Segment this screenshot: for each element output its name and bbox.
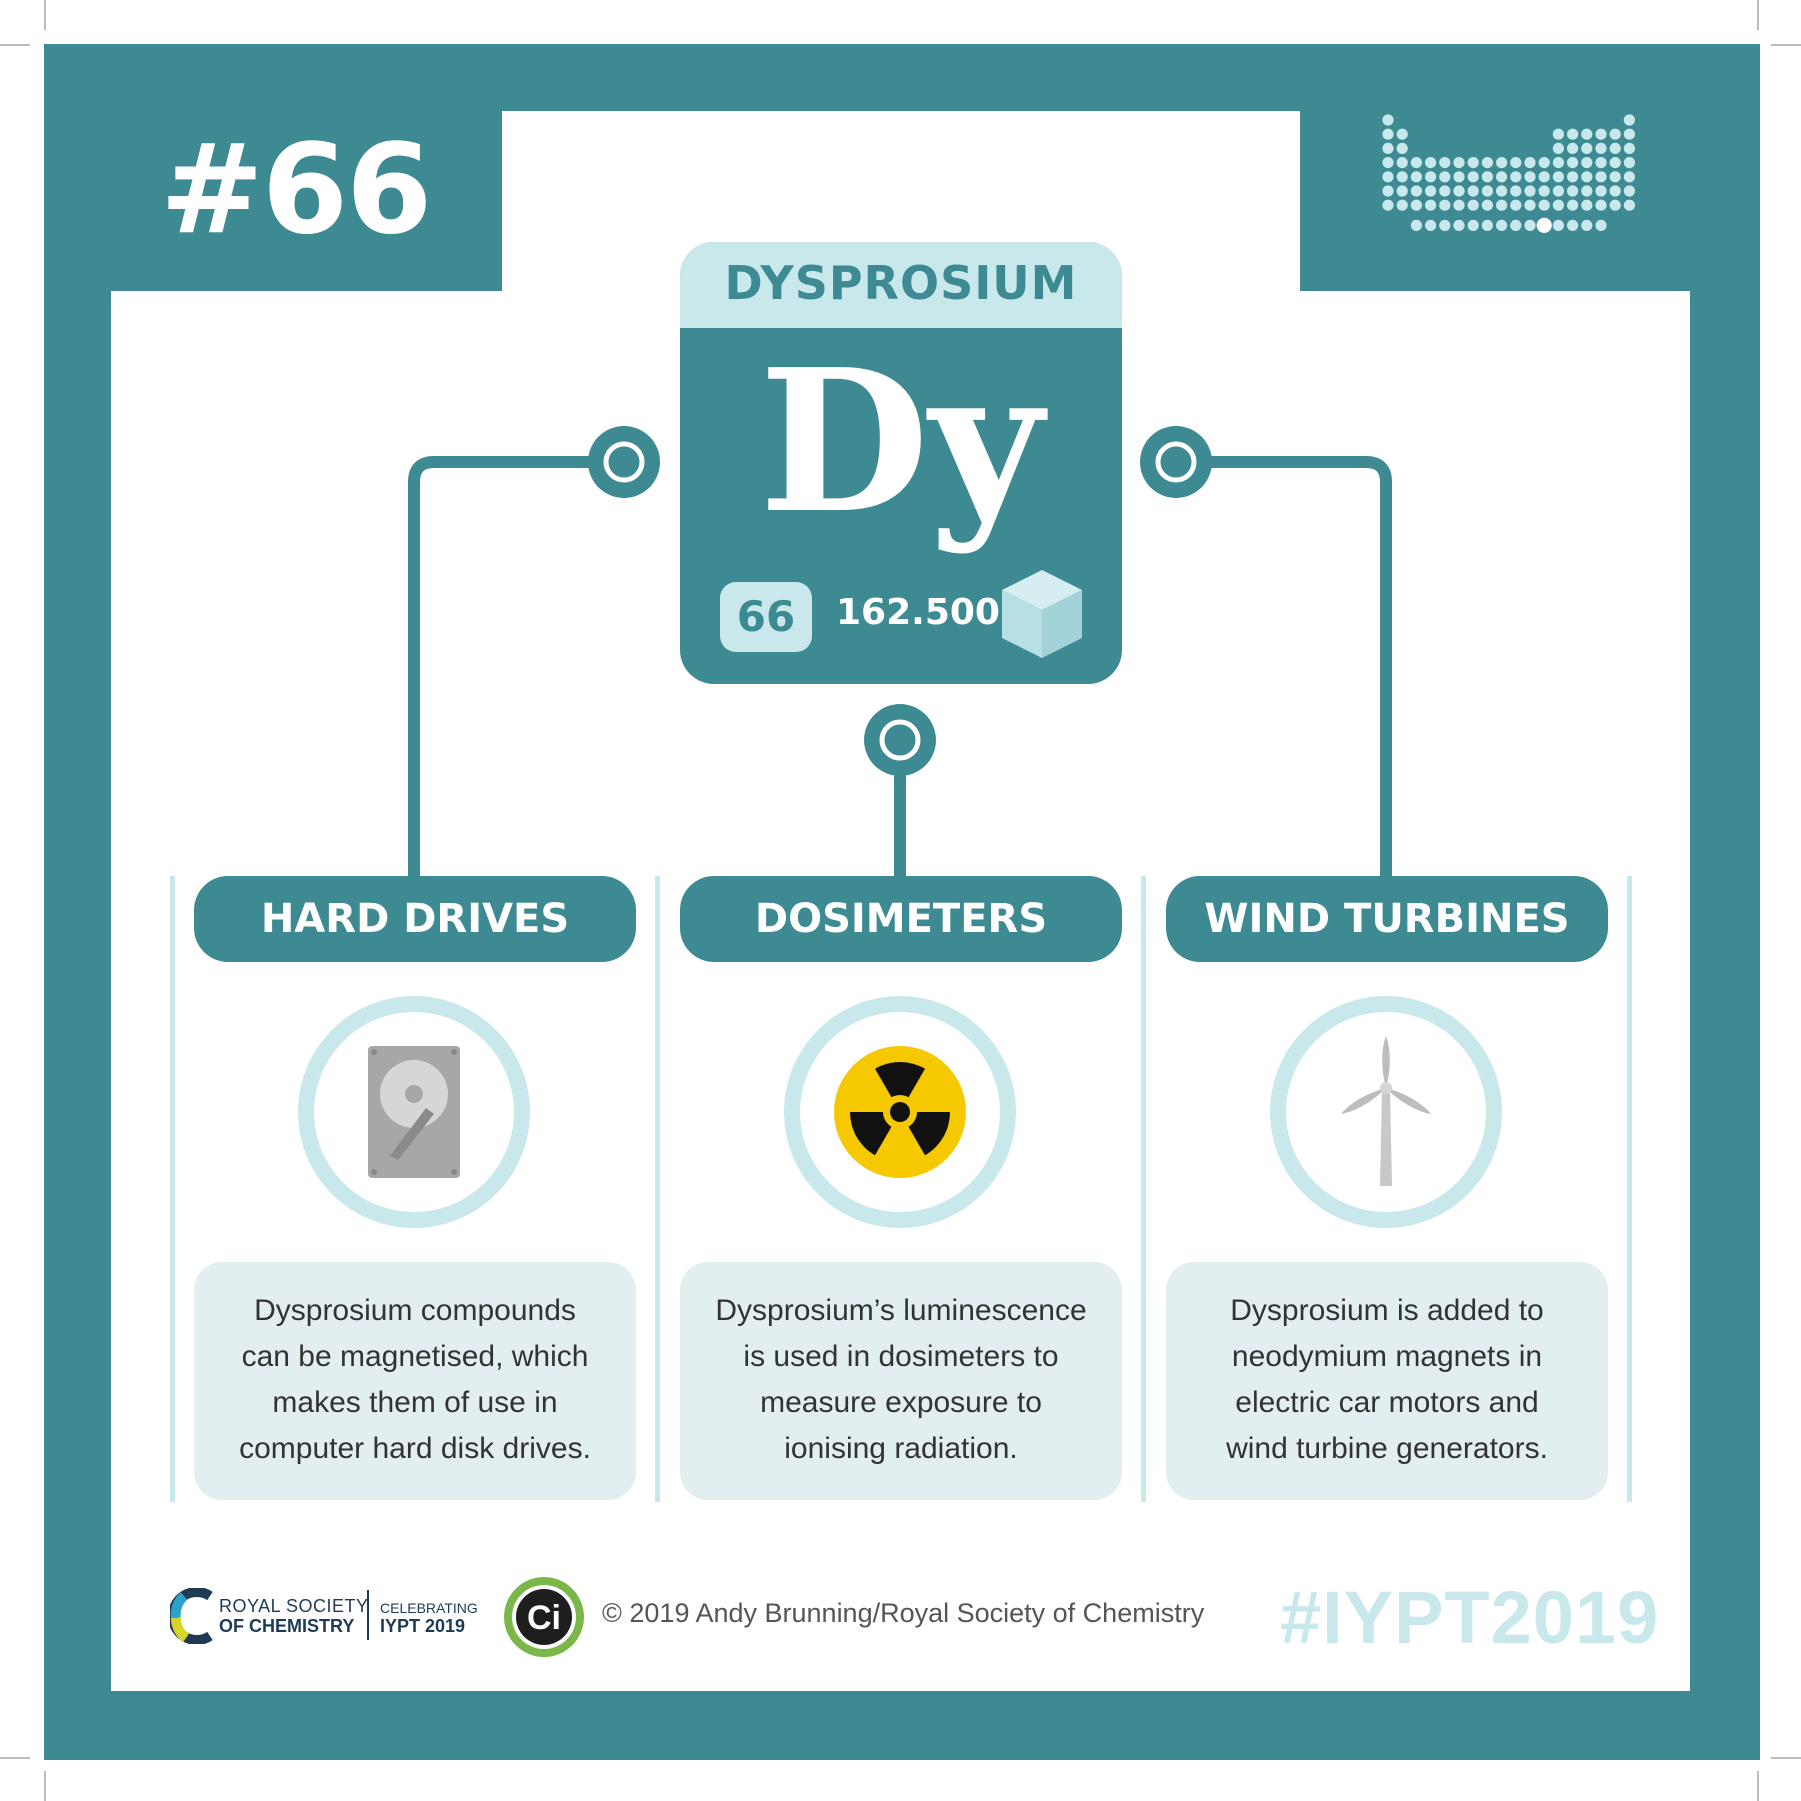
crop-mark (1771, 44, 1801, 46)
iypt-celebrating: CELEBRATING (380, 1600, 478, 1616)
iypt-year: IYPT 2019 (380, 1616, 466, 1636)
rsc-logo-icon (170, 1588, 213, 1644)
description-line: ionising radiation. (784, 1432, 1018, 1465)
description-line: Dysprosium compounds (254, 1294, 576, 1327)
description-line: can be magnetised, which (241, 1340, 589, 1373)
description-line: is used in dosimeters to (743, 1340, 1059, 1373)
hard-drive-icon (298, 996, 530, 1228)
periodic-table-tab (1300, 111, 1690, 291)
element-name: DYSPROSIUM (724, 256, 1078, 310)
crop-mark (1771, 1757, 1801, 1759)
description-line: Dysprosium is added to (1230, 1294, 1544, 1327)
column-divider (655, 876, 660, 1502)
crop-mark (44, 1771, 46, 1801)
use-description: Dysprosium compounds can be magnetised, … (208, 1288, 622, 1472)
ci-logo: Ci (504, 1577, 584, 1657)
element-name-bar (680, 242, 1122, 328)
description-line: wind turbine generators. (1226, 1432, 1548, 1465)
footer-separator (367, 1590, 369, 1640)
node-right (1140, 426, 1212, 498)
element-index-title: #66 (160, 118, 432, 262)
atomic-number: 66 (720, 582, 812, 652)
use-title-dosimeters: DOSIMETERS (680, 876, 1122, 962)
column-divider (1627, 876, 1632, 1502)
description-line: neodymium magnets in (1231, 1340, 1543, 1373)
rsc-name-line1: ROYAL SOCIETY (219, 1596, 369, 1616)
wind-turbine-icon (1270, 996, 1502, 1228)
copyright-text: © 2019 Andy Brunning/Royal Society of Ch… (602, 1598, 1205, 1628)
use-description: Dysprosium’s luminescence is used in dos… (694, 1288, 1108, 1472)
node-left (588, 426, 660, 498)
ci-label: Ci (527, 1599, 561, 1637)
atomic-mass: 162.500 (836, 592, 1000, 633)
solid-state-cube-icon (1002, 570, 1082, 658)
use-title-hard-drives: HARD DRIVES (194, 876, 636, 962)
connector-right (1198, 456, 1392, 882)
crop-mark (1757, 0, 1759, 30)
node-center (864, 704, 936, 776)
connector-left (408, 456, 602, 882)
description-line: makes them of use in (272, 1386, 558, 1419)
description-line: computer hard disk drives. (239, 1432, 591, 1465)
use-title-wind-turbines: WIND TURBINES (1166, 876, 1608, 962)
radiation-icon (784, 996, 1016, 1228)
use-description-box: Dysprosium compounds can be magnetised, … (194, 1262, 636, 1500)
crop-mark (0, 1757, 30, 1759)
use-description-box: Dysprosium is added to neodymium magnets… (1166, 1262, 1608, 1500)
element-card: DYSPROSIUM Dy 66 162.500 (680, 242, 1122, 684)
description-line: measure exposure to (760, 1386, 1042, 1419)
crop-mark (44, 0, 46, 30)
periodic-table-icon (1382, 114, 1635, 233)
crop-mark (0, 44, 30, 46)
use-description-box: Dysprosium’s luminescence is used in dos… (680, 1262, 1122, 1500)
use-description: Dysprosium is added to neodymium magnets… (1180, 1288, 1594, 1472)
number-tab (111, 111, 502, 291)
hashtag: #IYPT2019 (1280, 1576, 1660, 1659)
column-divider (170, 876, 175, 1502)
description-line: electric car motors and (1235, 1386, 1539, 1419)
crop-mark (1757, 1771, 1759, 1801)
description-line: Dysprosium’s luminescence (715, 1294, 1087, 1327)
rsc-name-line2: OF CHEMISTRY (219, 1616, 355, 1636)
element-symbol: Dy (759, 327, 1043, 557)
column-divider (1141, 876, 1146, 1502)
